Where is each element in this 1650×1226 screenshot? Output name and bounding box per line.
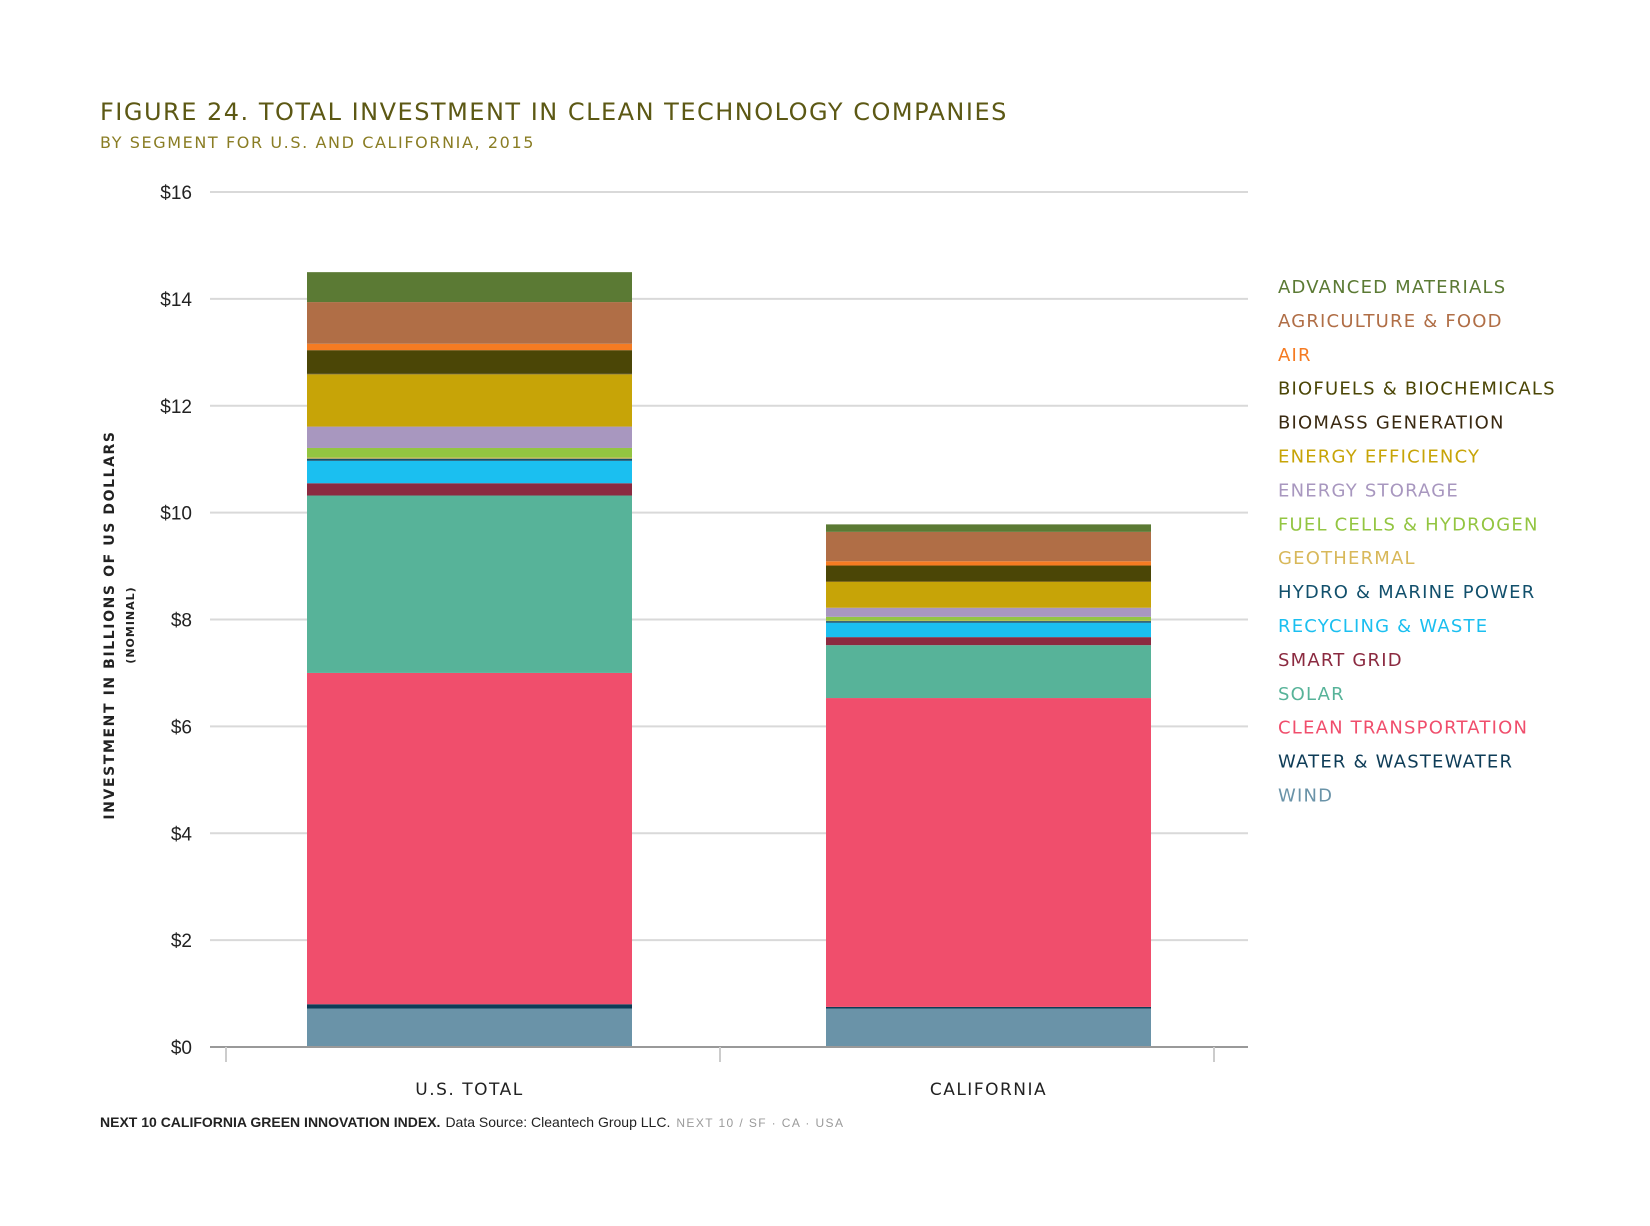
x-axis: U.S. TOTAL CALIFORNIA bbox=[210, 1046, 1248, 1100]
bar-segment-water-wastewater bbox=[826, 1006, 1151, 1009]
bar-segment-smart-grid bbox=[826, 637, 1151, 646]
legend-item: HYDRO & MARINE POWER bbox=[1278, 582, 1535, 603]
bar-segment-energy-storage bbox=[826, 607, 1151, 617]
y-axis-ticks: $0 $2 $4 $6 $8 $10 $12 $14 $16 bbox=[160, 183, 192, 1059]
bar-segment-water-wastewater bbox=[307, 1004, 632, 1009]
y-tick-label: $16 bbox=[160, 183, 192, 204]
bar-segment-biomass-generation bbox=[826, 581, 1151, 582]
bar-segment-advanced-materials bbox=[826, 524, 1151, 532]
bar-segment-energy-efficiency bbox=[307, 374, 632, 427]
bar-segment-energy-efficiency bbox=[826, 581, 1151, 608]
bar-segment-recycling-waste bbox=[307, 460, 632, 484]
bars bbox=[307, 272, 1151, 1047]
source-text: Data Source: Cleantech Group LLC. bbox=[445, 1114, 670, 1130]
legend-item: AGRICULTURE & FOOD bbox=[1278, 311, 1503, 332]
y-axis-sublabel: (NOMINAL) bbox=[124, 586, 137, 663]
y-axis-sublabel-group: (NOMINAL) bbox=[124, 586, 137, 663]
legend-item: WIND bbox=[1278, 786, 1333, 807]
bar-segment-clean-transportation bbox=[307, 672, 632, 1005]
legend-item: WATER & WASTEWATER bbox=[1278, 752, 1513, 773]
y-tick-label: $0 bbox=[171, 1038, 192, 1059]
bar-segment-air bbox=[307, 343, 632, 351]
source-bold: NEXT 10 CALIFORNIA GREEN INNOVATION INDE… bbox=[100, 1114, 440, 1130]
y-tick-label: $12 bbox=[160, 397, 192, 418]
x-tick-label: CALIFORNIA bbox=[930, 1080, 1047, 1100]
bar-segment-clean-transportation bbox=[826, 698, 1151, 1007]
y-tick-label: $8 bbox=[171, 611, 192, 632]
y-axis-label: INVESTMENT IN BILLIONS OF US DOLLARS bbox=[102, 430, 118, 819]
y-tick-label: $2 bbox=[171, 931, 192, 952]
y-tick-label: $10 bbox=[160, 504, 192, 525]
y-tick-label: $4 bbox=[171, 824, 193, 845]
bar-segment-hydro-marine-power bbox=[826, 621, 1151, 623]
y-axis-label-group: INVESTMENT IN BILLIONS OF US DOLLARS bbox=[102, 430, 118, 819]
legend-item: RECYCLING & WASTE bbox=[1278, 616, 1488, 637]
bar-segment-fuel-cells-hydrogen bbox=[307, 447, 632, 458]
bar-segment-air bbox=[826, 561, 1151, 566]
bar-segment-agriculture-food bbox=[307, 302, 632, 344]
legend-item: CLEAN TRANSPORTATION bbox=[1278, 718, 1528, 739]
y-tick-label: $14 bbox=[160, 290, 192, 311]
source-line: NEXT 10 CALIFORNIA GREEN INNOVATION INDE… bbox=[100, 1114, 844, 1130]
y-tick-label: $6 bbox=[171, 717, 192, 738]
bar-segment-geothermal bbox=[826, 620, 1151, 622]
legend-item: AIR bbox=[1278, 345, 1312, 366]
bar-segment-smart-grid bbox=[307, 483, 632, 496]
bar-segment-biomass-generation bbox=[307, 373, 632, 375]
legend-item: BIOFUELS & BIOCHEMICALS bbox=[1278, 379, 1556, 400]
bar-segment-wind bbox=[307, 1008, 632, 1047]
legend-item: BIOMASS GENERATION bbox=[1278, 413, 1505, 434]
legend-item: FUEL CELLS & HYDROGEN bbox=[1278, 514, 1539, 535]
x-tick-label: U.S. TOTAL bbox=[415, 1080, 523, 1100]
chart-subtitle: BY SEGMENT FOR U.S. AND CALIFORNIA, 2015 bbox=[100, 133, 535, 152]
bar-segment-biofuels-biochemicals bbox=[826, 565, 1151, 582]
bar-segment-recycling-waste bbox=[826, 622, 1151, 638]
legend-item: ENERGY STORAGE bbox=[1278, 480, 1459, 501]
legend-item: SMART GRID bbox=[1278, 650, 1403, 671]
legend: ADVANCED MATERIALS AGRICULTURE & FOOD AIR B… bbox=[1278, 277, 1556, 807]
bar-segment-wind bbox=[826, 1008, 1151, 1047]
legend-item: ADVANCED MATERIALS bbox=[1278, 277, 1506, 298]
chart-title: FIGURE 24. TOTAL INVESTMENT IN CLEAN TEC… bbox=[100, 98, 1008, 126]
source-gray: NEXT 10 / SF · CA · USA bbox=[676, 1116, 844, 1130]
bar-segment-advanced-materials bbox=[307, 272, 632, 303]
legend-item: ENERGY EFFICIENCY bbox=[1278, 447, 1480, 468]
legend-item: SOLAR bbox=[1278, 684, 1345, 705]
bar-segment-energy-storage bbox=[307, 426, 632, 448]
bar-segment-fuel-cells-hydrogen bbox=[826, 616, 1151, 621]
bar-segment-hydro-marine-power bbox=[307, 458, 632, 461]
legend-item: GEOTHERMAL bbox=[1278, 548, 1416, 569]
bar-segment-biofuels-biochemicals bbox=[307, 350, 632, 374]
bar-segment-agriculture-food bbox=[826, 531, 1151, 562]
bar-segment-solar bbox=[826, 645, 1151, 699]
bar-segment-solar bbox=[307, 495, 632, 673]
bar-segment-geothermal bbox=[307, 457, 632, 459]
